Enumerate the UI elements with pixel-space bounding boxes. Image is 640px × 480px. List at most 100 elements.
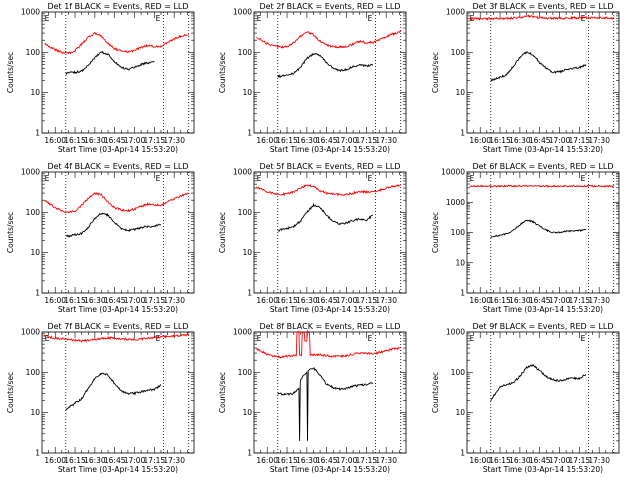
- x-tick-label: 17:00: [336, 136, 358, 145]
- x-tick-label: 17:00: [336, 456, 358, 465]
- plot-frame: [41, 331, 195, 454]
- y-tick-label: 1: [460, 129, 465, 138]
- plot-frame: [41, 171, 195, 294]
- chart-title: Det 3f BLACK = Events, RED = LLD: [472, 2, 613, 11]
- x-tick-label: 16:30: [296, 456, 318, 465]
- chart-title: Det 7f BLACK = Events, RED = LLD: [47, 322, 188, 331]
- chart-panel-7f: Det 7f BLACK = Events, RED = LLD 1 10 100 10…: [6, 322, 195, 474]
- x-tick-label: 17:30: [375, 296, 397, 305]
- chart-panel-2f: Det 2f BLACK = Events, RED = LLD 1 10 100 10…: [218, 2, 407, 154]
- series-line-lld: [44, 31, 189, 55]
- x-tick-label: 16:45: [529, 136, 551, 145]
- x-tick-label: 16:45: [529, 456, 551, 465]
- chart-panel-1f: Det 1f BLACK = Events, RED = LLD 1 10 100 10…: [6, 2, 195, 154]
- chart-title: Det 8f BLACK = Events, RED = LLD: [259, 322, 400, 331]
- chart-panel-4f: Det 4f BLACK = Events, RED = LLD 1 10 100 10…: [6, 162, 195, 314]
- x-tick-label: 16:30: [296, 296, 318, 305]
- x-tick-label: 16:45: [316, 136, 338, 145]
- series-line-events: [65, 372, 162, 411]
- y-tick-label: 1000: [233, 8, 252, 17]
- y-tick-label: 1000: [446, 198, 465, 207]
- x-axis-label: Start Time (03-Apr-14 15:53:20): [483, 305, 603, 314]
- x-tick-label: 17:30: [588, 456, 610, 465]
- x-tick-label: 16:30: [509, 296, 531, 305]
- x-tick-label: 16:30: [84, 136, 106, 145]
- y-tick-label: 1000: [21, 328, 40, 337]
- y-axis-label: Counts/sec: [431, 372, 440, 413]
- series-line-events: [277, 367, 374, 441]
- x-tick-label: 17:15: [569, 136, 591, 145]
- x-axis-label: Start Time (03-Apr-14 15:53:20): [58, 145, 178, 154]
- x-axis-label: Start Time (03-Apr-14 15:53:20): [483, 145, 603, 154]
- x-tick-label: 16:30: [509, 456, 531, 465]
- x-tick-label: 17:30: [163, 456, 185, 465]
- chart-title: Det 2f BLACK = Events, RED = LLD: [259, 2, 400, 11]
- x-axis-label: Start Time (03-Apr-14 15:53:20): [483, 465, 603, 474]
- y-tick-label: 1: [35, 129, 40, 138]
- y-tick-label: 1: [460, 289, 465, 298]
- y-axis-label: Counts/sec: [6, 372, 15, 413]
- x-tick-label: 17:00: [336, 296, 358, 305]
- corner-marker: E: [470, 174, 475, 183]
- x-tick-label: 16:30: [84, 456, 106, 465]
- chart-panel-5f: Det 5f BLACK = Events, RED = LLD 1 10 100 10…: [218, 162, 407, 314]
- x-tick-label: 16:00: [256, 296, 278, 305]
- y-tick-label: 10: [30, 408, 40, 417]
- corner-marker: E: [45, 334, 50, 343]
- corner-marker: E: [156, 174, 161, 183]
- y-tick-label: 1: [247, 289, 252, 298]
- x-tick-label: 16:15: [276, 136, 298, 145]
- x-tick-label: 16:15: [64, 456, 86, 465]
- chart-title: Det 5f BLACK = Events, RED = LLD: [259, 162, 400, 171]
- series-line-lld: [44, 192, 190, 214]
- y-tick-label: 100: [26, 208, 41, 217]
- y-axis-label: Counts/sec: [431, 212, 440, 253]
- y-tick-label: 100: [238, 48, 253, 57]
- x-tick-label: 16:15: [276, 296, 298, 305]
- x-tick-label: 16:00: [469, 456, 491, 465]
- series-line-events: [490, 50, 587, 82]
- series-line-events: [65, 212, 162, 238]
- y-tick-label: 10: [30, 248, 40, 257]
- y-tick-label: 10: [242, 248, 252, 257]
- y-tick-label: 100: [238, 368, 253, 377]
- x-tick-label: 17:30: [588, 296, 610, 305]
- chart-title: Det 9f BLACK = Events, RED = LLD: [472, 322, 613, 331]
- corner-marker: E: [257, 334, 262, 343]
- x-tick-label: 17:30: [163, 296, 185, 305]
- y-axis-label: Counts/sec: [218, 372, 227, 413]
- y-tick-label: 1000: [446, 8, 465, 17]
- y-tick-label: 1000: [21, 168, 40, 177]
- x-tick-label: 17:15: [569, 296, 591, 305]
- series-line-lld: [44, 333, 190, 343]
- plot-frame: [253, 331, 407, 454]
- series-line-lld: [256, 329, 401, 359]
- x-tick-label: 17:30: [375, 136, 397, 145]
- plot-frame: [41, 11, 195, 134]
- x-tick-label: 16:15: [489, 136, 511, 145]
- series-line-lld: [256, 30, 402, 49]
- x-tick-label: 17:00: [124, 136, 146, 145]
- y-axis-label: Counts/sec: [6, 212, 15, 253]
- series-line-events: [490, 219, 587, 239]
- x-tick-label: 17:30: [163, 136, 185, 145]
- corner-marker: E: [45, 174, 50, 183]
- series-line-events: [65, 50, 155, 76]
- y-tick-label: 10: [30, 88, 40, 97]
- plot-frame: [253, 171, 407, 294]
- corner-marker: E: [368, 174, 373, 183]
- x-tick-label: 16:15: [276, 456, 298, 465]
- x-tick-label: 16:30: [296, 136, 318, 145]
- y-tick-label: 100: [451, 368, 466, 377]
- y-tick-label: 1000: [233, 328, 252, 337]
- x-tick-label: 16:15: [64, 296, 86, 305]
- y-axis-label: Counts/sec: [6, 52, 15, 93]
- corner-marker: E: [257, 174, 262, 183]
- corner-marker: E: [470, 334, 475, 343]
- x-tick-label: 17:30: [588, 136, 610, 145]
- x-tick-label: 16:45: [316, 456, 338, 465]
- series-line-lld: [256, 183, 401, 197]
- y-tick-label: 10: [455, 258, 465, 267]
- x-tick-label: 16:45: [104, 456, 126, 465]
